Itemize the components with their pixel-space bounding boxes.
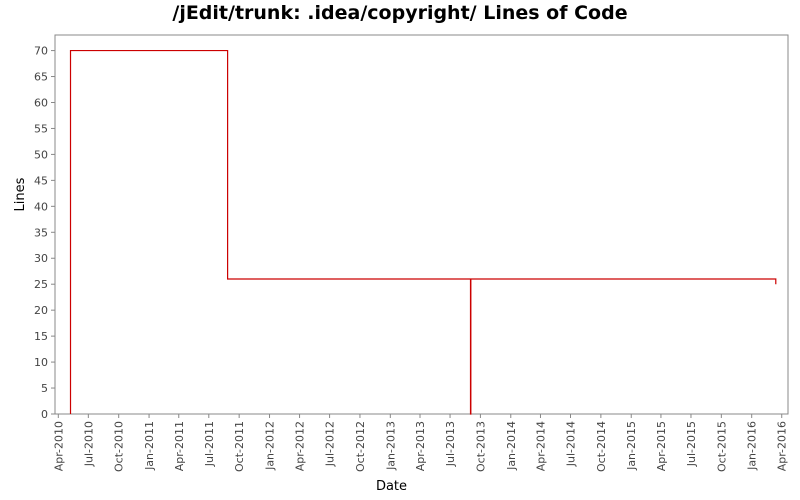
x-tick-label: Jan-2012 — [264, 421, 277, 471]
x-tick-label: Oct-2013 — [474, 421, 487, 472]
x-tick-label: Jan-2014 — [505, 421, 518, 471]
x-tick-label: Apr-2014 — [534, 421, 547, 471]
x-tick-label: Oct-2012 — [354, 421, 367, 472]
y-tick-label: 60 — [34, 96, 48, 109]
y-tick-label: 5 — [41, 382, 48, 395]
y-tick-label: 35 — [34, 226, 48, 239]
x-tick-label: Jul-2010 — [82, 421, 95, 467]
x-tick-label: Jan-2015 — [625, 421, 638, 471]
x-axis: Apr-2010 Jul-2010 Oct-2010 Jan-2011 Apr-2011… — [52, 414, 789, 472]
y-tick-label: 30 — [34, 252, 48, 265]
x-tick-label: Apr-2012 — [294, 421, 307, 471]
x-tick-label: Apr-2010 — [52, 421, 65, 471]
x-tick-label: Oct-2011 — [233, 421, 246, 472]
y-axis: 0 5 10 15 20 25 30 35 40 45 50 55 60 65 70 — [34, 45, 55, 421]
x-tick-label: Apr-2015 — [655, 421, 668, 471]
x-tick-label: Oct-2015 — [715, 421, 728, 472]
y-tick-label: 25 — [34, 278, 48, 291]
y-tick-label: 40 — [34, 200, 48, 213]
y-tick-label: 0 — [41, 408, 48, 421]
x-tick-label: Jul-2014 — [565, 421, 578, 467]
y-tick-label: 50 — [34, 148, 48, 161]
x-axis-title: Date — [376, 479, 407, 494]
x-tick-label: Oct-2014 — [595, 421, 608, 472]
plot-area — [54, 34, 789, 415]
series-line — [69, 49, 777, 415]
x-tick-label: Oct-2010 — [113, 421, 126, 472]
x-tick-label: Jul-2011 — [203, 421, 216, 467]
y-tick-label: 10 — [34, 356, 48, 369]
series-layer — [69, 49, 777, 415]
y-axis-title: Lines — [13, 177, 28, 211]
y-tick-label: 65 — [34, 71, 48, 84]
x-tick-label: Jan-2011 — [143, 421, 156, 471]
chart-title: /jEdit/trunk: .idea/copyright/ Lines of … — [172, 2, 628, 24]
y-tick-label: 15 — [34, 330, 48, 343]
x-tick-label: Jan-2016 — [746, 421, 759, 471]
y-tick-label: 45 — [34, 174, 48, 187]
x-tick-label: Jul-2012 — [324, 421, 337, 467]
y-tick-label: 70 — [34, 45, 48, 58]
x-tick-label: Apr-2011 — [173, 421, 186, 471]
x-tick-label: Apr-2013 — [414, 421, 427, 471]
x-tick-label: Jul-2015 — [685, 421, 698, 467]
x-tick-label: Apr-2016 — [776, 421, 789, 471]
x-tick-label: Jul-2013 — [444, 421, 457, 467]
y-tick-label: 20 — [34, 304, 48, 317]
y-tick-label: 55 — [34, 122, 48, 135]
x-tick-label: Jan-2013 — [384, 421, 397, 471]
